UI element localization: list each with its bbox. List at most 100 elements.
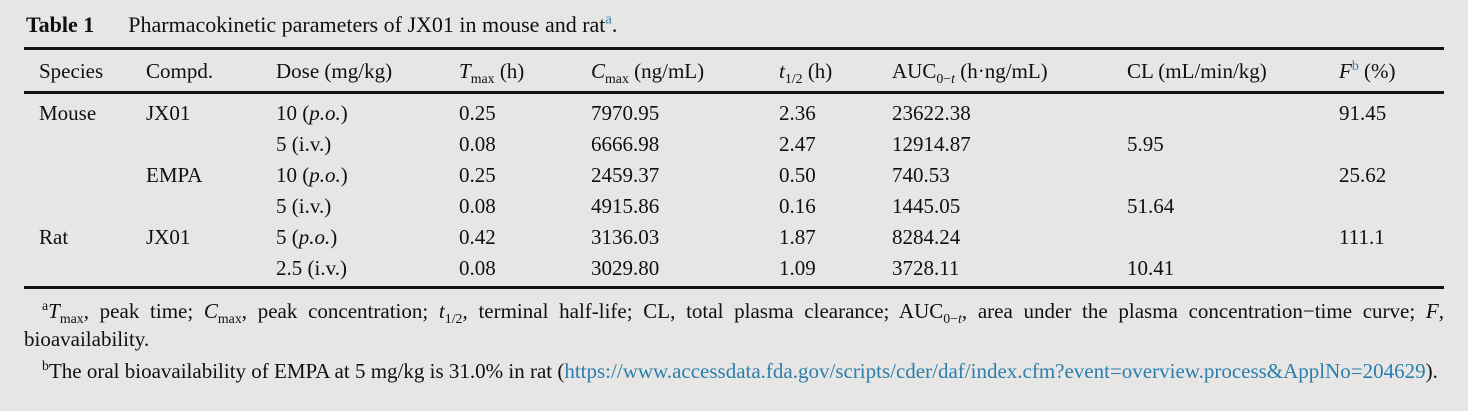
cell-species: Mouse	[39, 101, 97, 125]
fda-link[interactable]: https://www.accessdata.fda.gov/scripts/c…	[564, 359, 1425, 383]
cmax-symbol: C	[591, 59, 606, 83]
thalf-symbol: t	[779, 59, 785, 83]
cell-dose: 10 (p.o.)	[276, 93, 459, 130]
dose-close: )	[324, 194, 332, 218]
cell-cl: 10.41	[1127, 256, 1175, 280]
cell-tmax: 0.25	[459, 163, 496, 187]
cell-thalf: 0.16	[779, 194, 816, 218]
cell-tmax: 0.08	[459, 132, 496, 156]
cell-auc: 12914.87	[892, 132, 971, 156]
footnote-a-auc-subscript: 0−t	[943, 311, 962, 326]
cell-thalf: 0.50	[779, 163, 816, 187]
cell-f	[1339, 129, 1444, 160]
table-row: 5 (i.v.) 0.08 6666.98 2.47 12914.87 5.95	[24, 129, 1444, 160]
cell-thalf: 1.87	[779, 225, 816, 249]
cell-cmax: 6666.98	[591, 132, 660, 156]
dose-close: )	[330, 225, 338, 249]
footnote-a: aTmax, peak time; Cmax, peak concentrati…	[24, 298, 1444, 353]
cell-cl: 5.95	[1127, 132, 1164, 156]
col-header-compd: Compd.	[146, 50, 276, 94]
col-header-f: Fb (%)	[1339, 50, 1444, 94]
dose-route: p.o.	[298, 225, 331, 249]
cell-cl: 51.64	[1127, 194, 1175, 218]
footnote-a-text: , terminal half-life; CL, total plasma c…	[462, 299, 944, 323]
cell-auc: 23622.38	[892, 101, 971, 125]
dose-value: 5 (	[276, 194, 299, 218]
cell-cl	[1127, 160, 1339, 191]
dose-close: )	[340, 163, 348, 187]
cell-thalf: 2.36	[779, 101, 816, 125]
dose-value: 10 (	[276, 163, 310, 187]
col-header-cl: CL (mL/min/kg)	[1127, 50, 1339, 94]
cmax-unit: (ng/mL)	[628, 59, 705, 83]
tmax-symbol: T	[459, 59, 471, 83]
cell-compd	[146, 129, 276, 160]
auc-unit: (h·ng/mL)	[954, 59, 1048, 83]
cell-auc: 740.53	[892, 163, 950, 187]
fda-link-part1[interactable]: https://www.accessdata.fda.gov/scripts/c…	[564, 359, 1204, 383]
footnote-a-mark: a	[42, 298, 49, 313]
cell-species	[24, 160, 146, 191]
fda-link-part2[interactable]: process&ApplNo=204629	[1203, 359, 1426, 383]
footnote-a-auc-subscript-range: 0−	[943, 311, 959, 327]
footnote-a-text: , peak time;	[83, 299, 204, 323]
cmax-subscript: max	[605, 71, 629, 87]
cell-cmax: 3136.03	[591, 225, 660, 249]
footnote-b: bThe oral bioavailability of EMPA at 5 m…	[24, 358, 1444, 386]
footnote-a-f-symbol: F	[1425, 299, 1439, 323]
footnote-a-text: , area under the plasma concentration−ti…	[961, 299, 1426, 323]
dose-value: 10 (	[276, 101, 310, 125]
cell-cmax: 2459.37	[591, 163, 660, 187]
cell-compd: EMPA	[146, 163, 203, 187]
col-header-cmax: Cmax (ng/mL)	[591, 50, 779, 94]
col-header-tmax: Tmax (h)	[459, 50, 591, 94]
table-row: EMPA 10 (p.o.) 0.25 2459.37 0.50 740.53 …	[24, 160, 1444, 191]
cell-auc: 3728.11	[892, 256, 960, 280]
cell-cmax: 4915.86	[591, 194, 660, 218]
cell-species	[24, 253, 146, 284]
footnote-b-close: ).	[1425, 359, 1438, 383]
cell-compd	[146, 253, 276, 284]
table-row: 5 (i.v.) 0.08 4915.86 0.16 1445.05 51.64	[24, 191, 1444, 222]
dose-value: 2.5 (	[276, 256, 315, 280]
footnote-a-thalf-subscript: 1/2	[444, 311, 463, 327]
thalf-subscript: 1/2	[784, 71, 803, 87]
dose-value: 5 (	[276, 132, 299, 156]
table-row: 2.5 (i.v.) 0.08 3029.80 1.09 3728.11 10.…	[24, 253, 1444, 284]
cell-species	[24, 129, 146, 160]
footnote-a-tmax-symbol: T	[48, 299, 60, 323]
cell-auc: 1445.05	[892, 194, 961, 218]
auc-subscript-range: 0−	[936, 71, 952, 87]
footnote-b-text: The oral bioavailability of EMPA at 5 mg…	[48, 359, 565, 383]
table-row: Mouse JX01 10 (p.o.) 0.25 7970.95 2.36 2…	[24, 93, 1444, 130]
cell-species	[24, 191, 146, 222]
cell-compd	[146, 191, 276, 222]
footnote-b-mark: b	[42, 358, 49, 373]
col-header-dose: Dose (mg/kg)	[276, 50, 459, 94]
cell-dose: 5 (p.o.)	[276, 222, 459, 253]
footnote-a-cmax-symbol: C	[203, 299, 218, 323]
footnote-a-text: , peak concentration;	[241, 299, 439, 323]
footnote-a-thalf-symbol: t	[438, 299, 445, 323]
cell-tmax: 0.08	[459, 256, 496, 280]
footnotes: aTmax, peak time; Cmax, peak concentrati…	[24, 289, 1444, 386]
bottom-rule	[24, 286, 1444, 289]
auc-symbol: AUC	[892, 59, 937, 83]
col-header-auc: AUC0−t (h·ng/mL)	[892, 50, 1127, 94]
dose-close: )	[339, 256, 347, 280]
pk-table: Species Compd. Dose (mg/kg) Tmax (h) Cma…	[24, 50, 1444, 284]
f-footnote-mark: b	[1351, 58, 1359, 73]
dose-route: i.v.	[298, 132, 325, 156]
cell-tmax: 0.42	[459, 225, 496, 249]
table-panel: Table 1 Pharmacokinetic parameters of JX0…	[24, 12, 1444, 386]
cell-species: Rat	[39, 225, 69, 249]
thalf-unit: (h)	[802, 59, 833, 83]
footnote-a-cmax-subscript: max	[217, 311, 242, 327]
footnote-a-text: , bioavailability.	[24, 299, 1444, 351]
f-unit: (%)	[1358, 59, 1396, 83]
cell-f: 25.62	[1339, 163, 1387, 187]
col-header-thalf: t1/2 (h)	[779, 50, 892, 94]
cell-dose: 2.5 (i.v.)	[276, 253, 459, 284]
auc-subscript-t: t	[951, 71, 955, 87]
top-rule	[24, 47, 1444, 50]
